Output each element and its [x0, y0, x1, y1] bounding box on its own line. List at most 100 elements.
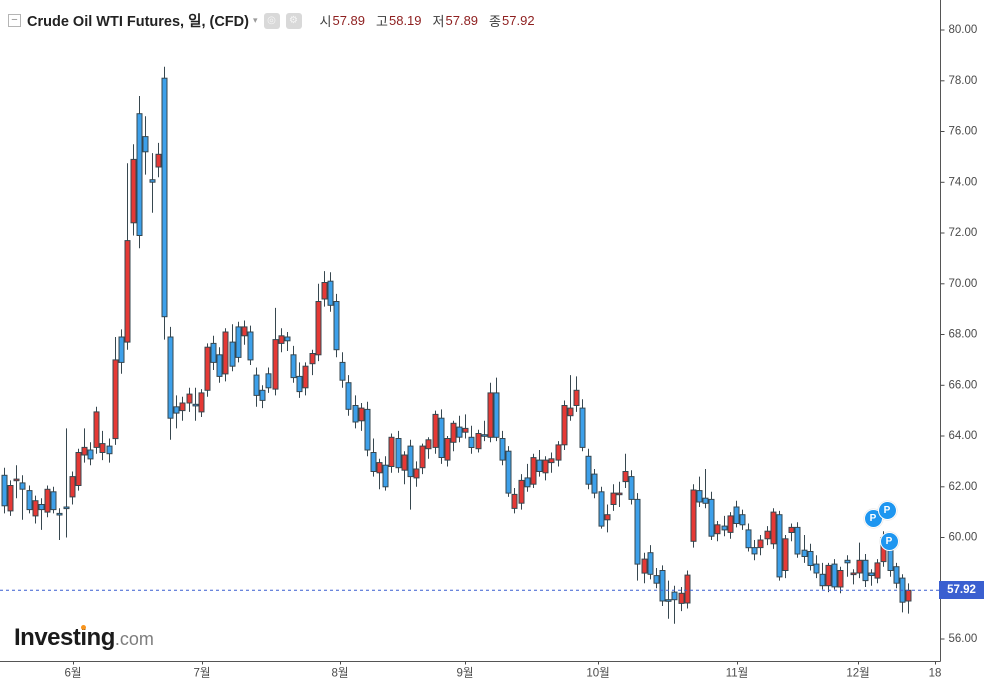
x-tick-label: 6월	[65, 667, 82, 680]
candle-up	[44, 488, 51, 513]
candle-up	[419, 445, 426, 469]
x-tick-label: 10월	[586, 667, 609, 680]
candle-down	[702, 497, 709, 504]
y-tick-label: 72.00	[949, 227, 978, 239]
candle-up	[388, 436, 395, 467]
candle-up	[475, 433, 482, 450]
candle-down	[382, 464, 389, 488]
candle-up	[604, 514, 611, 521]
candle-up	[432, 413, 439, 448]
y-tick-label: 70.00	[949, 278, 978, 290]
candle-up	[99, 443, 106, 454]
candle-up	[198, 392, 205, 413]
y-tick-label: 66.00	[949, 379, 978, 391]
candle-down	[653, 575, 660, 584]
close-value: 57.92	[502, 13, 535, 28]
candle-down	[505, 450, 512, 494]
candle-down	[216, 354, 223, 377]
collapse-icon[interactable]: −	[8, 14, 21, 27]
x-tick-label: 8월	[332, 667, 349, 680]
candle-up	[204, 346, 211, 391]
candle-up	[690, 489, 697, 542]
candle-down	[327, 280, 334, 306]
candle-down	[19, 482, 26, 490]
candle-down	[38, 504, 45, 511]
low-label: 저	[432, 14, 445, 29]
candle-up	[548, 458, 555, 464]
candle-up	[179, 402, 186, 412]
ohlc-readout: 시 57.89 고 58.19 저 57.89 종 57.92	[320, 11, 535, 30]
gear-icon[interactable]: ⚙	[285, 12, 302, 29]
candle-down	[831, 563, 838, 588]
candle-up	[727, 515, 734, 533]
candle-down	[345, 382, 352, 410]
candle-down	[167, 336, 174, 419]
instrument-title[interactable]: Crude Oil WTI Futures, 일, (CFD)	[27, 14, 249, 30]
candle-up	[358, 407, 365, 422]
candle-down	[665, 599, 672, 602]
candle-up	[555, 444, 562, 461]
candle-down	[868, 572, 875, 576]
candle-down	[659, 570, 666, 602]
position-marker[interactable]: P	[879, 531, 899, 551]
candle-down	[591, 473, 598, 494]
y-tick-label: 68.00	[949, 329, 978, 341]
y-tick-label: 80.00	[949, 24, 978, 36]
high-label: 고	[376, 14, 388, 29]
candle-down	[438, 417, 445, 459]
candle-down	[149, 179, 156, 183]
candle-down	[585, 455, 592, 485]
candle-up	[75, 452, 82, 486]
candle-up	[241, 326, 248, 337]
candle-down	[807, 551, 814, 566]
close-label: 종	[489, 14, 502, 29]
snapshot-icon[interactable]: ◎	[263, 12, 280, 29]
candle-up	[13, 478, 20, 482]
candle-down	[296, 375, 303, 393]
candle-up	[561, 405, 568, 446]
candle-up	[764, 530, 771, 540]
candle-up	[788, 526, 795, 534]
candle-up	[856, 559, 863, 574]
candle-up	[81, 446, 88, 456]
high-value: 58.19	[388, 13, 422, 28]
high-readout: 고 58.19	[376, 11, 422, 30]
candle-up	[678, 592, 685, 604]
candle-down	[87, 449, 94, 460]
candle-down	[499, 438, 506, 461]
candle-down	[370, 452, 377, 472]
candle-down	[339, 361, 346, 381]
candle-up	[93, 411, 100, 448]
y-tick-label: 74.00	[949, 176, 978, 188]
candle-down	[647, 552, 654, 575]
candle-up	[530, 457, 537, 485]
candle-down	[524, 477, 531, 488]
candle-down	[598, 491, 605, 527]
candle-down	[407, 445, 414, 478]
candle-down	[776, 514, 783, 578]
candle-down	[173, 406, 180, 414]
last-price-badge: 57.92	[939, 581, 984, 600]
candle-down	[50, 491, 57, 511]
open-readout: 시 57.89	[320, 11, 366, 30]
candle-up	[130, 158, 137, 224]
x-tick-label: 18	[929, 668, 942, 680]
candle-up	[616, 492, 623, 496]
candle-down	[721, 525, 728, 531]
position-marker[interactable]: P	[877, 500, 897, 520]
candle-down	[265, 373, 272, 389]
candle-up	[622, 471, 629, 483]
candle-up	[155, 153, 162, 168]
chevron-down-icon[interactable]: ▾	[252, 15, 258, 25]
candle-down	[733, 506, 740, 524]
candle-down	[844, 559, 851, 564]
candle-up	[302, 365, 309, 389]
candle-down	[142, 136, 149, 153]
candle-up	[573, 389, 580, 406]
candle-down	[579, 407, 586, 448]
candle-down	[259, 389, 266, 401]
open-label: 시	[319, 14, 332, 29]
candle-up	[321, 282, 328, 300]
candle-up	[825, 564, 832, 587]
